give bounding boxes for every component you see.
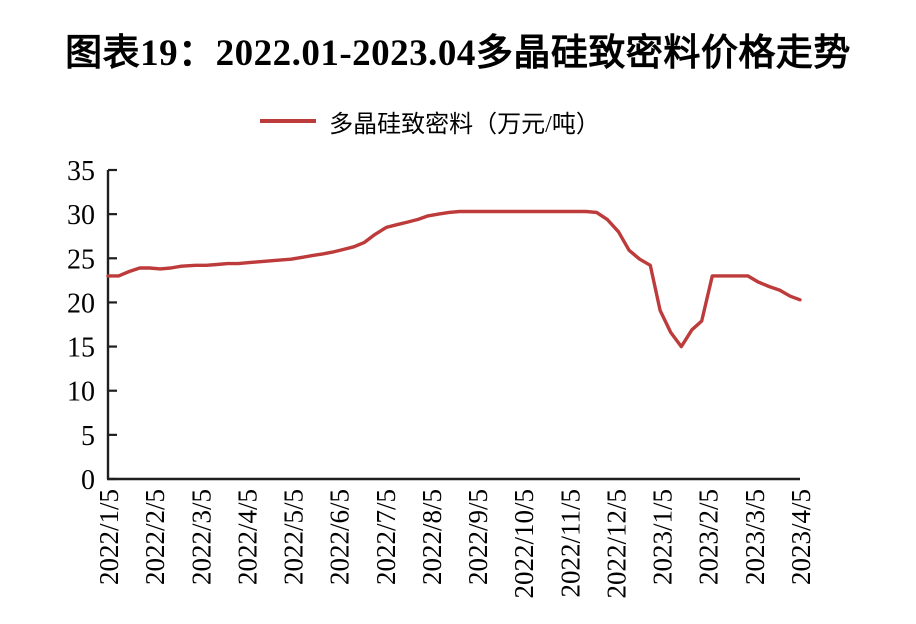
legend-series-label: 多晶硅致密料（万元/吨） — [329, 111, 600, 138]
x-axis-tick-label: 2022/2/5 — [140, 489, 170, 585]
x-axis-tick-label: 2022/12/5 — [601, 489, 631, 599]
y-axis-tick-label: 35 — [67, 156, 95, 187]
legend-line-swatch-icon — [260, 119, 317, 123]
y-axis-tick-label: 15 — [67, 333, 95, 364]
y-axis-tick-label: 10 — [67, 377, 95, 408]
y-axis-tick-label: 25 — [67, 244, 95, 275]
x-axis-tick-label: 2023/4/5 — [786, 489, 816, 585]
x-axis-tick-label: 2023/3/5 — [740, 489, 770, 585]
x-axis-tick-label: 2022/9/5 — [463, 489, 493, 585]
x-axis-tick-label: 2022/6/5 — [325, 489, 355, 585]
x-axis-tick-label: 2022/11/5 — [555, 489, 585, 598]
x-axis-tick-label: 2023/2/5 — [694, 489, 724, 585]
price-line-series — [106, 209, 802, 349]
y-axis-tick-label: 5 — [81, 421, 95, 452]
x-axis-tick-label: 2022/7/5 — [371, 489, 401, 585]
chart-legend: 多晶硅致密料（万元/吨） — [0, 106, 860, 138]
chart-title: 图表19：2022.01-2023.04多晶硅致密料价格走势 — [65, 33, 851, 74]
y-axis-tick-label: 20 — [67, 288, 95, 319]
x-axis-tick-label: 2022/1/5 — [94, 489, 124, 585]
y-axis-tick-label: 30 — [67, 200, 95, 231]
x-axis-tick-label: 2022/3/5 — [186, 489, 216, 585]
x-axis-tick-label: 2023/1/5 — [648, 489, 678, 585]
y-axis-tick-label: 0 — [81, 465, 95, 496]
x-axis-tick-label: 2022/4/5 — [232, 489, 262, 585]
x-axis-tick-label: 2022/8/5 — [417, 489, 447, 585]
x-axis-tick-label: 2022/10/5 — [509, 489, 539, 599]
x-axis-tick-label: 2022/5/5 — [279, 489, 309, 585]
